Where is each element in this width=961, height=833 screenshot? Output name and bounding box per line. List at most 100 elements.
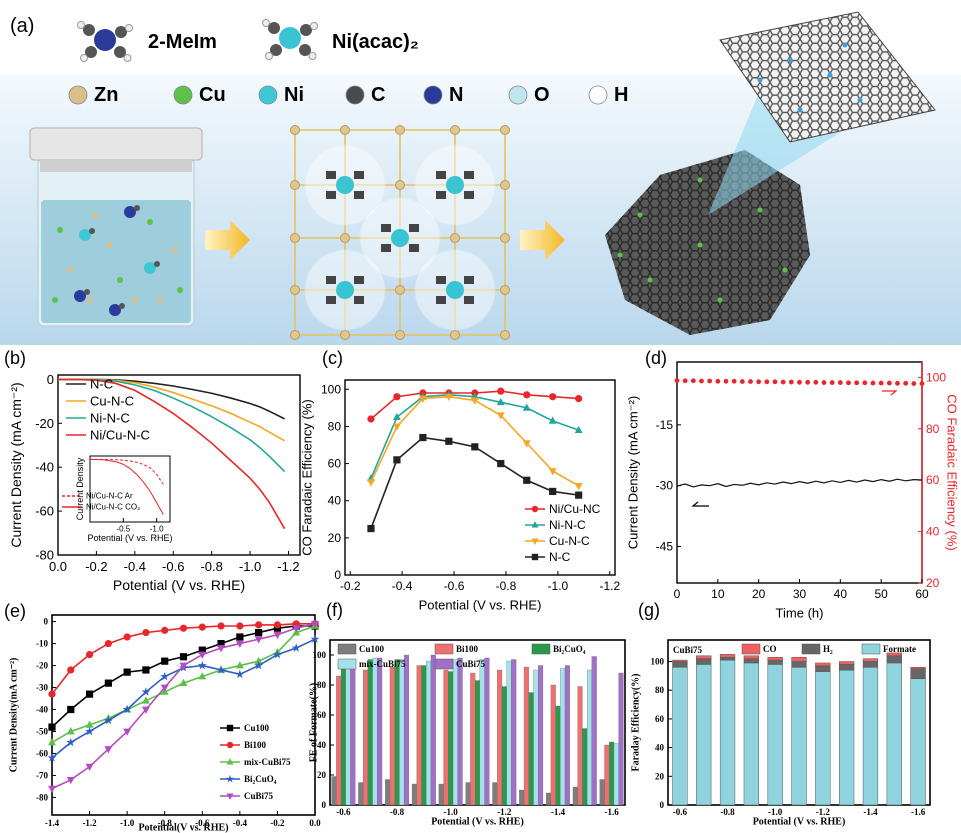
marker: [273, 631, 282, 640]
atom-label: Ni: [284, 84, 304, 106]
x-tick-label: -0.6: [162, 559, 184, 574]
bar-segment: [767, 664, 783, 806]
mof-guest: [464, 171, 474, 179]
bar: [511, 659, 517, 806]
x-tick-label: 0: [674, 587, 681, 601]
x-tick-label: -0.4: [233, 818, 248, 828]
marker: [160, 671, 170, 681]
mof-guest: [326, 276, 336, 284]
marker: [682, 378, 688, 384]
marker: [226, 741, 234, 749]
marker: [846, 380, 851, 386]
marker: [272, 649, 282, 659]
marker: [104, 746, 113, 754]
jar-molecule: [84, 289, 90, 295]
bar: [362, 669, 369, 806]
dopant-site: [787, 57, 793, 63]
marker: [522, 440, 531, 448]
marker: [48, 785, 56, 793]
atom-label: Zn: [94, 84, 118, 106]
bar-segment: [743, 655, 759, 659]
x-tick-label: -1.2: [277, 559, 299, 574]
y-tick-label: 80: [328, 419, 342, 433]
bar: [572, 786, 578, 806]
marker: [141, 687, 151, 696]
bar: [618, 672, 624, 806]
mof-guest: [436, 191, 446, 199]
marker: [142, 666, 150, 674]
atom-swatch: [345, 85, 365, 105]
mof-guest: [336, 176, 354, 194]
bar: [430, 654, 436, 806]
atom-label: N: [449, 84, 463, 106]
marker: [254, 660, 264, 670]
mof-node: [450, 330, 460, 340]
marker: [179, 678, 188, 687]
x-tick-label: -1.2: [497, 807, 512, 817]
mof-guest: [436, 276, 446, 284]
legend-label: Ni-N-C: [549, 518, 586, 532]
bar: [564, 665, 570, 806]
bar: [399, 659, 405, 806]
dopant-site: [697, 177, 703, 183]
legend-label: Ni/Cu-N-C Ar: [86, 492, 133, 501]
x-tick-label: -1.0: [239, 559, 261, 574]
marker: [292, 625, 301, 633]
bar: [416, 665, 422, 806]
marker: [739, 379, 745, 384]
marker: [198, 672, 207, 680]
molecule-icon: [94, 29, 116, 51]
y-tick-label: -30: [656, 479, 674, 493]
y-tick-label: 0: [660, 800, 665, 810]
x-axis-label: Potential (V vs. RHE): [87, 533, 172, 543]
bar: [555, 705, 561, 806]
mof-guest: [436, 171, 446, 179]
mof-node: [340, 125, 350, 135]
x-tick-label: -0.6: [673, 807, 688, 817]
marker: [854, 380, 860, 386]
bar-segment: [767, 656, 783, 661]
atom-label: C: [371, 84, 385, 106]
bar: [604, 744, 610, 806]
x-tick-label: -0.8: [390, 807, 405, 817]
bar-segment: [815, 671, 831, 806]
legend-label: Cu100: [244, 723, 270, 733]
jar-lid: [29, 127, 203, 161]
bar-segment: [886, 652, 902, 657]
x-tick-label: -1.0: [120, 818, 135, 828]
y-tick-label: 60: [328, 457, 342, 471]
marker: [141, 706, 150, 714]
y-tick-label: 100: [313, 650, 327, 660]
x-tick-label: -1.2: [816, 807, 831, 817]
graphene-sheet-lattice: [720, 12, 935, 142]
bar: [403, 654, 409, 806]
bar-segment: [719, 654, 736, 658]
x-tick-label: -1.0: [150, 525, 164, 534]
atom-label: O: [534, 84, 550, 106]
y-tick-label: -15: [656, 418, 674, 432]
molecule-icon: [310, 22, 318, 30]
bar: [443, 669, 449, 806]
marker: [197, 660, 207, 670]
y-tick-label: 100: [651, 657, 665, 667]
legend-swatch: [434, 658, 454, 670]
jar-particle: [67, 267, 73, 273]
bar: [497, 669, 503, 806]
bar-segment: [910, 667, 926, 669]
bar-segment: [862, 658, 879, 662]
bar-segment: [696, 658, 712, 665]
x-tick-label: 20: [752, 587, 766, 601]
bar-segment: [886, 662, 902, 806]
marker: [141, 696, 150, 704]
marker: [255, 628, 263, 637]
marker: [731, 378, 737, 384]
legend-label: H₂: [823, 644, 833, 654]
x-tick-label: -1.0: [444, 807, 459, 817]
jar-particle: [157, 297, 163, 303]
bar-segment: [839, 664, 855, 671]
marker: [367, 479, 375, 487]
jar-molecule: [144, 262, 156, 274]
marker: [48, 738, 56, 746]
y-tick-label: -60: [35, 504, 54, 519]
bar: [345, 660, 351, 806]
